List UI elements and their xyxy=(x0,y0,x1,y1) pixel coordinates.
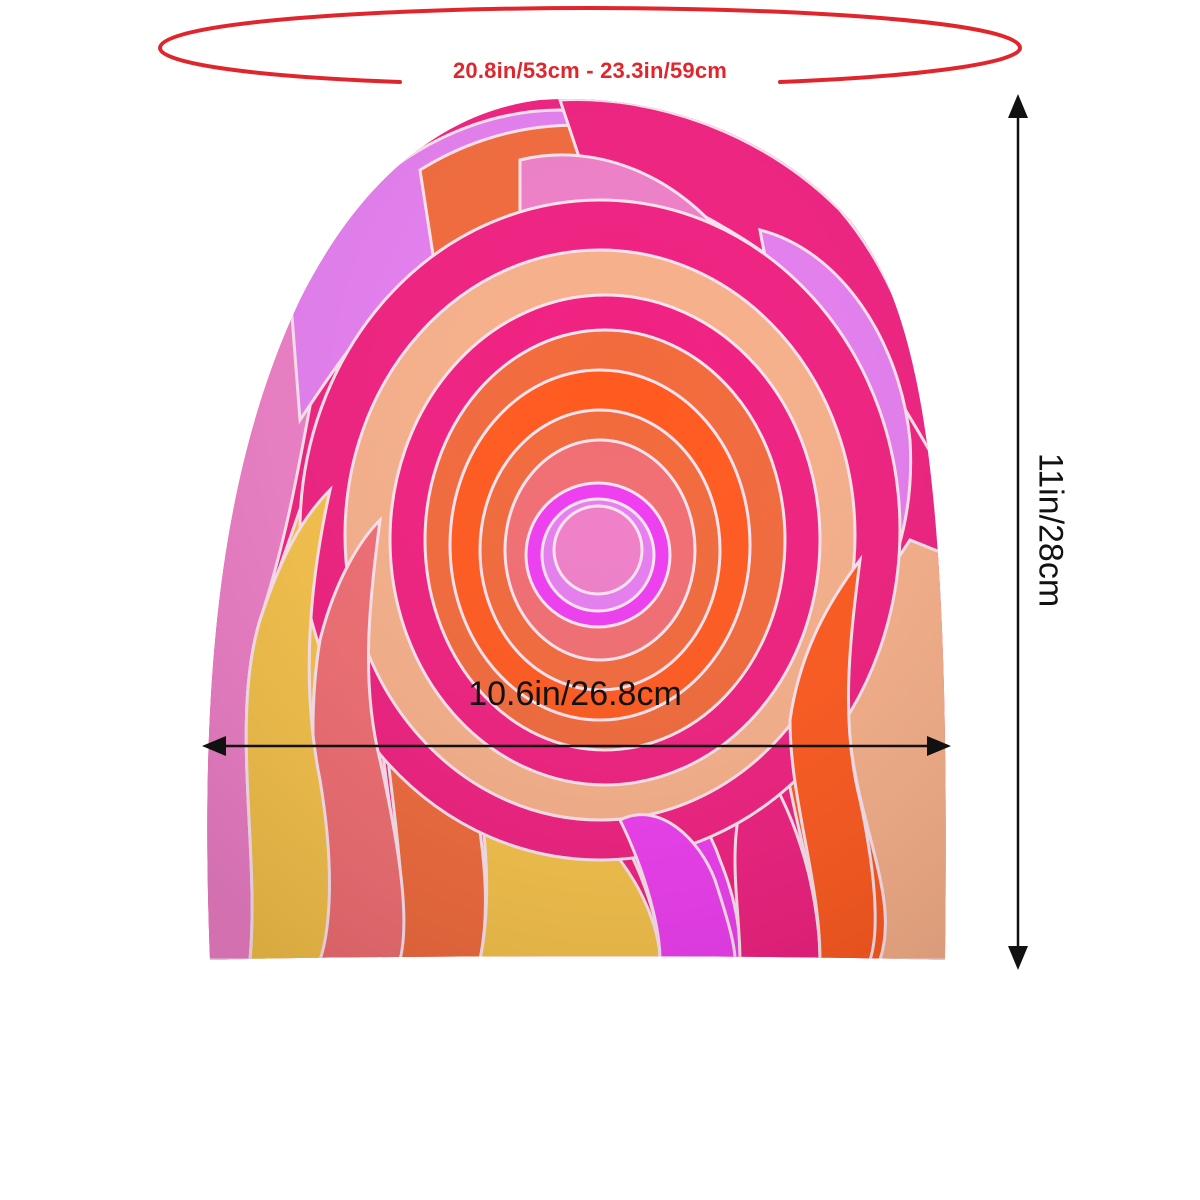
height-label: 11in/28cm xyxy=(1031,452,1070,608)
swirl-pattern xyxy=(207,98,946,960)
circumference-indicator xyxy=(157,5,1023,84)
height-dimension-line xyxy=(1008,94,1028,970)
circumference-label: 20.8in/53cm - 23.3in/59cm xyxy=(452,58,728,83)
width-label: 10.6in/26.8cm xyxy=(468,675,682,713)
width-dimension-line xyxy=(202,736,951,756)
